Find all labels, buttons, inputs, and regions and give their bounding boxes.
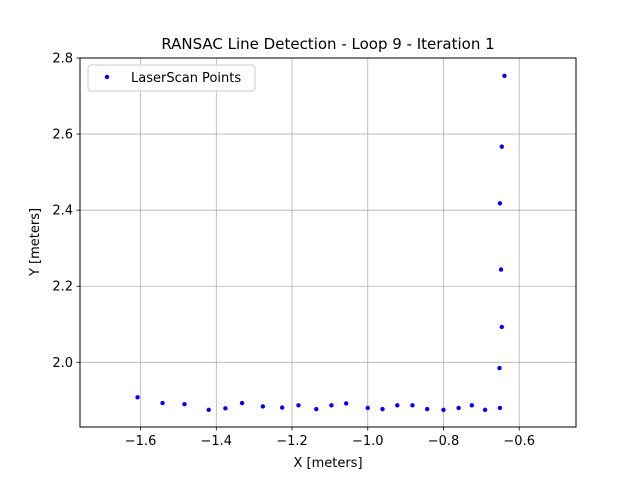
y-axis-label: Y [meters] — [28, 208, 43, 277]
data-point — [499, 324, 504, 330]
y-tick-label: 2.6 — [52, 128, 73, 143]
data-point — [497, 365, 502, 371]
x-axis-label: X [meters] — [293, 456, 362, 471]
data-point — [482, 407, 488, 413]
y-axis: 2.0 2.2 2.4 2.6 2.8 — [52, 52, 80, 371]
data-point — [497, 405, 503, 411]
data-point — [343, 401, 349, 406]
data-point — [395, 403, 400, 408]
x-tick-label: −1.0 — [352, 434, 384, 449]
legend: LaserScan Points — [87, 64, 256, 92]
x-tick-label: −0.6 — [503, 434, 535, 449]
data-point — [329, 403, 334, 408]
x-tick-label: −1.6 — [125, 434, 157, 449]
legend-label: LaserScan Points — [131, 71, 241, 86]
y-tick-label: 2.0 — [52, 356, 73, 371]
data-point — [425, 406, 430, 412]
data-point — [441, 407, 446, 413]
data-point — [279, 405, 285, 410]
data-points — [135, 73, 507, 413]
legend-marker — [104, 74, 110, 80]
y-tick-label: 2.8 — [52, 52, 73, 67]
data-point — [160, 400, 165, 406]
chart-title: RANSAC Line Detection - Loop 9 - Iterati… — [161, 35, 494, 53]
data-point — [497, 201, 503, 206]
data-point — [206, 407, 211, 413]
data-point — [410, 403, 415, 408]
data-point — [296, 403, 301, 408]
legend-box — [87, 64, 256, 92]
data-point — [502, 73, 507, 79]
data-point — [223, 406, 228, 411]
plot-frame — [79, 57, 577, 428]
data-point — [380, 406, 385, 412]
data-point — [365, 405, 370, 411]
x-tick-label: −0.8 — [428, 434, 460, 449]
data-point — [498, 267, 504, 272]
y-tick-label: 2.2 — [52, 280, 73, 295]
data-point — [239, 400, 245, 406]
data-point — [135, 395, 140, 400]
data-point — [260, 404, 266, 409]
x-tick-label: −1.2 — [276, 434, 308, 449]
y-tick-label: 2.4 — [52, 204, 73, 219]
x-axis: −1.6 −1.4 −1.2 −1.0 −0.8 −0.6 — [125, 427, 535, 449]
data-point — [499, 144, 504, 149]
x-tick-label: −1.4 — [201, 434, 233, 449]
data-point — [469, 403, 475, 408]
data-point — [456, 405, 461, 411]
data-point — [314, 406, 319, 412]
data-point — [182, 401, 187, 407]
